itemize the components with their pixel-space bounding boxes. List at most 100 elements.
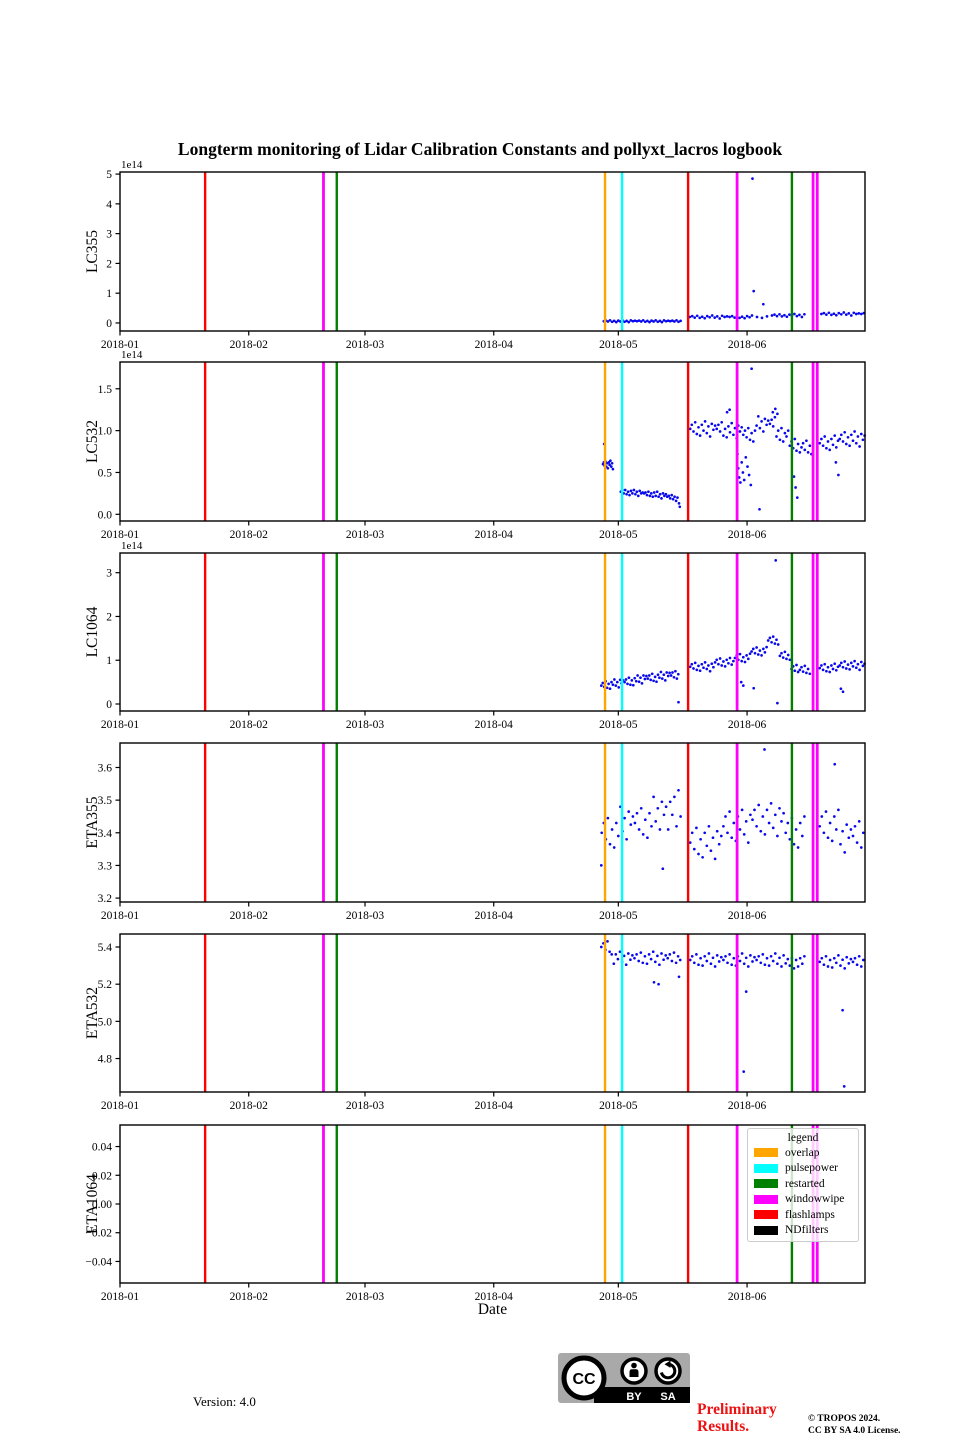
legend-swatch-pulsepower: [754, 1163, 778, 1173]
legend: legend overlap pulsepower restarted windoww…: [747, 1128, 859, 1242]
y-tick-label-lc355: 5: [106, 169, 112, 181]
cc-by-sa-badge: CC BY SA: [558, 1353, 690, 1403]
x-tick-label-eta355: 2018-06: [728, 910, 767, 922]
x-tick-label-lc355: 2018-02: [230, 339, 269, 351]
x-tick-label-lc1064: 2018-01: [101, 719, 140, 731]
sa-icon-arrow: [659, 1362, 677, 1380]
x-tick-label-lc532: 2018-02: [230, 529, 269, 541]
x-tick-label-eta532: 2018-05: [599, 1100, 638, 1112]
tropos-line-2: CC BY SA 4.0 License.: [808, 1425, 901, 1436]
scatter-series-eta532: [599, 940, 865, 1088]
axes-frame-eta355: [119, 742, 866, 903]
y-tick-label-lc355: 3: [106, 229, 112, 241]
x-tick-label-eta532: 2018-06: [728, 1100, 767, 1112]
x-tick-label-eta355: 2018-03: [346, 910, 385, 922]
y-tick-label-eta532: 5.0: [98, 1016, 113, 1028]
y-tick-label-eta532: 4.8: [98, 1054, 113, 1066]
cc-icon-text: CC: [572, 1371, 596, 1388]
x-tick-label-lc355: 2018-04: [475, 339, 514, 351]
figure-title: Longterm monitoring of Lidar Calibration…: [177, 139, 783, 159]
tropos-line-1: © TROPOS 2024.: [808, 1414, 881, 1424]
x-tick-label-lc355: 2018-05: [599, 339, 638, 351]
badge-sa-label: SA: [660, 1391, 675, 1403]
axes-frame-lc532: [119, 361, 866, 522]
x-tick-label-lc1064: 2018-02: [230, 719, 269, 731]
x-tick-label-lc1064: 2018-06: [728, 719, 767, 731]
legend-entry-flashlamps: flashlamps: [754, 1207, 852, 1223]
x-axis-title: Date: [477, 1301, 508, 1318]
axes-frame-lc355: [119, 171, 866, 332]
y-axis-label-eta532: ETA532: [84, 987, 101, 1039]
legend-entry-pulsepower: pulsepower: [754, 1161, 852, 1177]
cc-icon: [561, 1355, 607, 1401]
legend-title: legend: [787, 1132, 819, 1144]
x-tick-label-eta1064: 2018-04: [475, 1291, 514, 1303]
x-tick-label-lc532: 2018-01: [101, 529, 140, 541]
legend-label-pulsepower: pulsepower: [785, 1162, 839, 1175]
person-icon-body: [629, 1369, 639, 1377]
x-tick-label-eta1064: 2018-05: [599, 1291, 638, 1303]
legend-label-windowwipe: windowwipe: [785, 1193, 845, 1206]
y-tick-label-lc532: 0.5: [98, 467, 113, 479]
y-tick-label-eta355: 3.5: [98, 795, 113, 807]
legend-label-restarted: restarted: [785, 1177, 825, 1190]
legend-label-overlap: overlap: [785, 1146, 820, 1159]
x-tick-label-eta532: 2018-03: [346, 1100, 385, 1112]
y-axis-offset-lc355: 1e14: [121, 159, 143, 171]
x-tick-label-eta355: 2018-05: [599, 910, 638, 922]
y-tick-label-lc1064: 2: [106, 611, 112, 623]
y-axis-label-lc1064: LC1064: [84, 606, 101, 657]
preliminary-results-label: Preliminary Results.: [697, 1401, 777, 1435]
x-tick-label-lc532: 2018-03: [346, 529, 385, 541]
y-axis-label-lc355: LC355: [84, 230, 101, 273]
y-tick-label-eta1064: 0.04: [92, 1142, 112, 1154]
y-tick-label-eta532: 5.4: [98, 942, 113, 954]
x-tick-label-eta1064: 2018-01: [101, 1291, 140, 1303]
x-tick-label-eta532: 2018-04: [475, 1100, 514, 1112]
x-tick-label-lc1064: 2018-03: [346, 719, 385, 731]
y-tick-label-eta1064: −0.04: [85, 1256, 112, 1268]
x-tick-label-lc532: 2018-05: [599, 529, 638, 541]
x-tick-label-lc1064: 2018-05: [599, 719, 638, 731]
x-tick-label-lc532: 2018-06: [728, 529, 767, 541]
scatter-series-lc1064: [599, 559, 866, 705]
preliminary-line-1: Preliminary: [697, 1401, 777, 1418]
x-tick-label-lc1064: 2018-04: [475, 719, 514, 731]
tropos-license-label: © TROPOS 2024. CC BY SA 4.0 License.: [808, 1414, 901, 1437]
x-tick-label-eta532: 2018-01: [101, 1100, 140, 1112]
legend-label-NDfilters: NDfilters: [785, 1224, 829, 1237]
axes-frame-lc1064: [119, 552, 866, 712]
y-tick-label-eta355: 3.4: [98, 828, 113, 840]
version-label: Version: 4.0: [193, 1394, 256, 1409]
x-tick-label-eta532: 2018-02: [230, 1100, 269, 1112]
legend-swatch-NDfilters: [754, 1225, 778, 1235]
y-axis-label-lc532: LC532: [84, 420, 101, 463]
sa-icon: [654, 1357, 682, 1385]
x-tick-label-lc355: 2018-06: [728, 339, 767, 351]
sa-icon-arrowhead: [664, 1360, 671, 1368]
x-tick-label-eta355: 2018-02: [230, 910, 269, 922]
legend-swatch-windowwipe: [754, 1194, 778, 1204]
y-tick-label-lc355: 4: [106, 199, 112, 211]
scatter-series-lc355: [602, 177, 866, 324]
legend-entry-restarted: restarted: [754, 1176, 852, 1192]
legend-label-flashlamps: flashlamps: [785, 1208, 835, 1221]
y-tick-label-lc355: 1: [106, 288, 112, 300]
legend-swatch-overlap: [754, 1148, 778, 1158]
y-tick-label-lc355: 0: [106, 318, 112, 330]
y-tick-label-eta1064: 0.00: [92, 1199, 112, 1211]
y-axis-offset-lc532: 1e14: [121, 349, 143, 361]
x-tick-label-lc532: 2018-04: [475, 529, 514, 541]
person-icon-head: [631, 1362, 637, 1369]
y-tick-label-lc1064: 3: [106, 568, 112, 580]
y-tick-label-eta355: 3.2: [98, 893, 113, 905]
preliminary-line-2: Results.: [697, 1418, 750, 1435]
y-tick-label-eta355: 3.6: [98, 762, 113, 774]
y-axis-offset-lc1064: 1e14: [121, 540, 143, 552]
y-tick-label-eta1064: −0.02: [85, 1228, 112, 1240]
legend-entry-overlap: overlap: [754, 1145, 852, 1161]
badge-black-strip: [594, 1387, 690, 1403]
y-tick-label-lc532: 1.0: [98, 426, 113, 438]
x-tick-label-eta1064: 2018-03: [346, 1291, 385, 1303]
